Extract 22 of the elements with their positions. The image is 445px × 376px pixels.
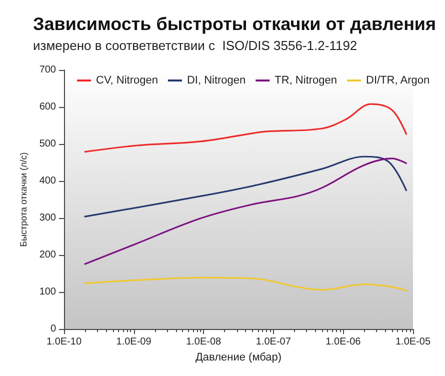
legend-label: TR, Nitrogen xyxy=(274,74,338,86)
x-tick-label: 1.0E-06 xyxy=(326,336,362,348)
x-axis-title: Давление (мбар) xyxy=(195,352,282,364)
x-tick-label: 1.0E-05 xyxy=(395,336,431,348)
y-tick-label: 200 xyxy=(39,250,56,261)
x-tick-label: 1.0E-10 xyxy=(46,336,82,348)
x-tick-label: 1.0E-08 xyxy=(186,336,222,348)
y-tick-label: 700 xyxy=(39,64,56,76)
x-tick-label: 1.0E-09 xyxy=(116,336,152,348)
chart-title: Зависимость быстроты откачки от давления xyxy=(33,14,436,34)
legend-label: DI/TR, Argon xyxy=(366,74,430,86)
y-tick-label: 600 xyxy=(39,102,56,113)
y-tick-label: 400 xyxy=(39,176,56,187)
y-tick-label: 0 xyxy=(50,324,56,335)
chart-subtitle: измерено в соответветствии с ISO/DIS 3556-1.2-1192 xyxy=(33,38,358,53)
y-tick-label: 300 xyxy=(39,212,56,224)
y-tick-label: 500 xyxy=(39,138,56,150)
y-axis-title: Быстрота откачки (л/с) xyxy=(18,152,28,247)
legend-label: CV, Nitrogen xyxy=(96,74,158,86)
x-tick-label: 1.0E-07 xyxy=(256,336,292,348)
legend-label: DI, Nitrogen xyxy=(186,74,246,86)
y-tick-label: 100 xyxy=(39,286,56,298)
